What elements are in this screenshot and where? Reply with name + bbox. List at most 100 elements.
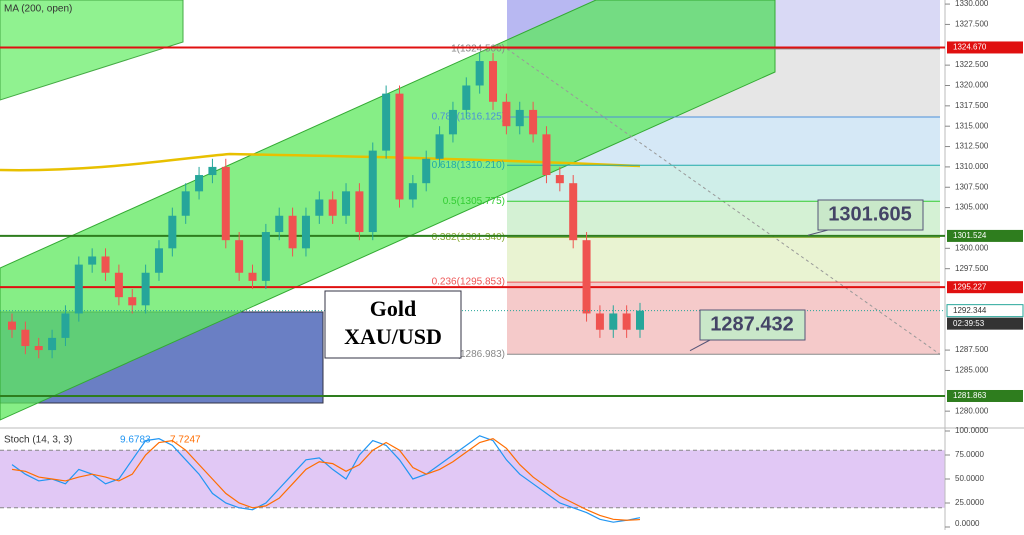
last-price-label: 1292.344 (953, 306, 987, 315)
callout-pointer (807, 229, 829, 236)
fib-label: 0.236(1295.853) (432, 277, 505, 288)
callout-label: 1287.432 (710, 313, 793, 335)
candle-body (8, 321, 16, 330)
fib-label: 0.5(1305.775) (443, 196, 505, 207)
candle-body (74, 264, 83, 314)
y-tick-label: 1322.500 (955, 60, 989, 69)
candle-body (595, 313, 604, 330)
y-tick-label: 1312.500 (955, 142, 989, 151)
candle-body (195, 175, 204, 192)
candle-body (395, 93, 404, 200)
y-tick-label: 1315.000 (955, 121, 989, 130)
ma-line (0, 152, 641, 172)
legend-value: 9.6783 (120, 435, 151, 446)
candle-body (542, 134, 551, 176)
y-tick-label: 1287.500 (955, 345, 989, 354)
fib-band (507, 237, 940, 283)
candle-body (114, 272, 123, 298)
y-tick-label: 1330.000 (955, 0, 989, 8)
candle-body (48, 337, 57, 351)
level-tag (947, 229, 1023, 242)
candle-body (208, 166, 217, 176)
candle-body (489, 61, 498, 102)
legend-value: 7.7247 (170, 435, 201, 446)
candle-body (301, 215, 310, 249)
candle-body (355, 191, 364, 233)
candle-body (101, 256, 110, 273)
stoch-band (0, 450, 945, 508)
level-label: 1324.670 (953, 43, 987, 52)
y-tick-label: 25.0000 (955, 498, 984, 507)
candle-body (128, 297, 137, 306)
candle-body (515, 109, 524, 127)
callout-label: 1301.605 (828, 203, 911, 225)
candle-body (382, 93, 391, 151)
candle-body (141, 272, 150, 306)
level-tag (947, 41, 1023, 54)
y-tick-label: 1285.000 (955, 366, 989, 375)
y-tick-label: 1300.000 (955, 243, 989, 252)
candle-body (261, 232, 270, 281)
countdown: 02:39:53 (953, 319, 985, 328)
candle-body (181, 191, 190, 216)
fib-label: 0.786(1316.125) (432, 112, 505, 123)
y-tick-label: 1310.000 (955, 162, 989, 171)
y-tick-label: 75.0000 (955, 450, 984, 459)
candle-body (288, 215, 297, 249)
candle-body (342, 191, 351, 216)
fib-label: 0(1286.983) (451, 349, 505, 360)
title-text: XAU/USD (344, 324, 442, 349)
price-tag (946, 304, 1024, 318)
callout-box (817, 199, 924, 231)
y-tick-label: 1297.500 (955, 264, 989, 273)
candle-body (448, 109, 457, 135)
indicator-label: MA (200, open) (4, 4, 72, 15)
y-tick-label: 1305.000 (955, 203, 989, 212)
stoch-title: Stoch (14, 3, 3) (4, 435, 72, 446)
candle-body (248, 272, 257, 281)
candle-body (555, 175, 564, 184)
y-tick-label: 100.0000 (955, 426, 989, 435)
candle-body (622, 313, 631, 330)
callout-pointer (689, 339, 711, 352)
candle-body (328, 199, 337, 216)
candle-body (422, 158, 431, 184)
candle-body (88, 256, 97, 265)
title-box (324, 290, 462, 359)
fib-label: 0.382(1301.340) (432, 232, 505, 243)
fib-label: 0.618(1310.210) (432, 160, 505, 171)
level-label: 1281.863 (953, 391, 987, 400)
candle-body (34, 346, 43, 351)
fib-label: 1(1324.500) (451, 43, 505, 54)
fib-band (507, 165, 940, 202)
y-tick-label: 50.0000 (955, 474, 984, 483)
y-tick-label: 1307.500 (955, 182, 989, 191)
level-label: 1301.524 (953, 231, 987, 240)
candle-body (582, 240, 591, 314)
level-tag (947, 389, 1023, 402)
candle-body (315, 199, 324, 216)
candle-body (609, 313, 618, 330)
callout-box (699, 309, 806, 341)
channel (0, 0, 776, 421)
countdown-tag (947, 317, 1023, 330)
y-tick-label: 0.0000 (955, 519, 980, 528)
candle-body (475, 61, 484, 86)
y-tick-label: 1280.000 (955, 406, 989, 415)
title-text: Gold (370, 296, 416, 321)
candle-body (636, 310, 644, 330)
candle-body (502, 101, 511, 127)
channel (0, 0, 184, 101)
candle-body (61, 313, 70, 338)
candle-body (275, 215, 284, 233)
candle-body (168, 215, 177, 249)
candle-body (408, 183, 417, 200)
fib-top (775, 0, 940, 49)
candle-body (569, 183, 578, 241)
level-tag (947, 281, 1023, 294)
candle-body (221, 166, 230, 241)
candle-body (154, 248, 163, 273)
level-label: 1295.227 (953, 282, 987, 291)
candle-body (368, 150, 377, 233)
